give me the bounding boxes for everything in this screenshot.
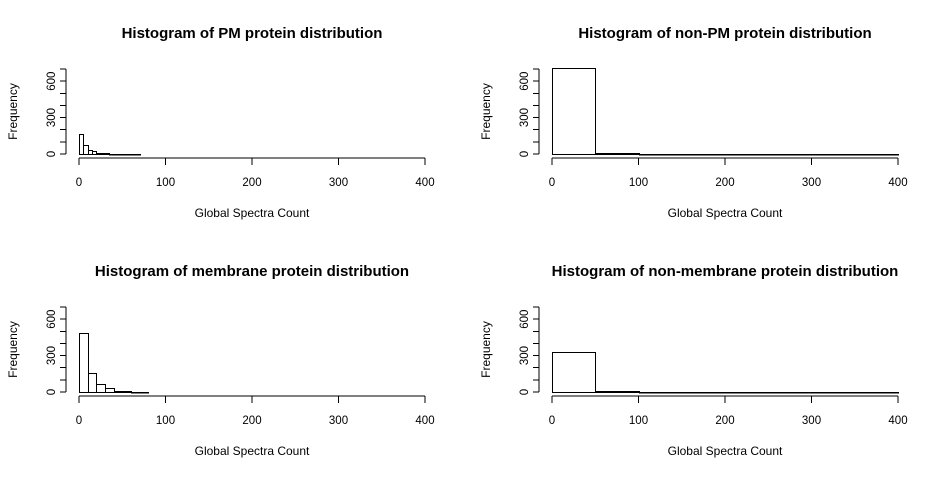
x-tick-label: 100 <box>629 177 648 189</box>
histogram-bar <box>101 153 106 155</box>
x-tick-label: 0 <box>549 415 555 427</box>
histogram-bar <box>92 151 97 155</box>
histogram-bar <box>552 352 596 393</box>
histogram-bar <box>118 154 123 156</box>
histogram-bar <box>83 145 89 155</box>
x-tick-label: 0 <box>76 177 82 189</box>
x-tick-label: 300 <box>329 415 348 427</box>
chart-title: Histogram of PM protein distribution <box>122 25 383 42</box>
x-tick-label: 100 <box>156 415 175 427</box>
histogram-bar <box>855 154 899 156</box>
histogram-bar <box>131 154 136 156</box>
y-tick-label: 0 <box>46 389 58 395</box>
y-axis-label: Frequency <box>479 83 493 140</box>
x-axis-label: Global Spectra Count <box>195 444 310 458</box>
histogram-bar <box>79 333 89 393</box>
y-tick-label: 0 <box>519 389 531 395</box>
histogram-bar <box>682 392 726 394</box>
histogram-bar <box>105 153 110 155</box>
x-axis-label: Global Spectra Count <box>668 206 783 220</box>
y-axis-label: Frequency <box>6 83 20 140</box>
histogram-bar <box>682 154 726 156</box>
x-tick-label: 400 <box>888 177 907 189</box>
histogram-bar <box>725 154 769 156</box>
x-tick-label: 300 <box>802 177 821 189</box>
x-tick-label: 200 <box>715 177 734 189</box>
histogram-bar <box>122 391 132 393</box>
y-axis-label: Frequency <box>6 321 20 378</box>
y-tick-label: 300 <box>519 108 531 127</box>
x-tick-label: 400 <box>888 415 907 427</box>
histogram-bar <box>812 154 856 156</box>
y-tick-label: 0 <box>46 151 58 157</box>
x-tick-label: 100 <box>156 177 175 189</box>
histogram-bar <box>79 134 84 155</box>
histogram-bar <box>109 154 115 156</box>
y-tick-label: 600 <box>519 310 531 329</box>
histogram-bar <box>140 392 149 394</box>
x-tick-label: 400 <box>415 415 434 427</box>
histogram-bar <box>768 392 813 394</box>
histogram-bar <box>114 154 119 156</box>
histogram-bar <box>88 373 97 393</box>
x-tick-label: 200 <box>242 177 261 189</box>
histogram-panel-1: Histogram of PM protein distribution 0 100… <box>6 25 434 220</box>
histogram-bar <box>552 68 596 155</box>
histogram-bar <box>96 384 106 393</box>
y-tick-label: 300 <box>46 346 58 365</box>
x-tick-label: 200 <box>715 415 734 427</box>
histogram-panel-4: Histogram of non-membrane protein distri… <box>479 263 907 458</box>
chart-title: Histogram of non-PM protein distribution <box>578 25 871 42</box>
histogram-bar <box>88 150 93 155</box>
x-tick-label: 0 <box>549 177 555 189</box>
histogram-bar <box>855 392 899 394</box>
x-tick-label: 300 <box>329 177 348 189</box>
y-tick-label: 300 <box>519 346 531 365</box>
y-tick-label: 600 <box>46 310 58 329</box>
histogram-bar <box>595 153 640 155</box>
histogram-bar <box>812 392 856 394</box>
histogram-bar <box>122 154 128 156</box>
y-tick-label: 600 <box>46 72 58 91</box>
x-tick-label: 100 <box>629 415 648 427</box>
x-axis-label: Global Spectra Count <box>195 206 310 220</box>
histogram-bar <box>127 154 132 156</box>
x-tick-label: 400 <box>415 177 434 189</box>
x-axis-label: Global Spectra Count <box>668 444 783 458</box>
y-axis-label: Frequency <box>479 321 493 378</box>
histogram-bar <box>768 154 813 156</box>
histogram-bar <box>135 154 141 156</box>
histogram-bar <box>595 391 640 393</box>
histogram-panel-2: Histogram of non-PM protein distribution… <box>479 25 907 220</box>
histogram-bar <box>639 392 683 394</box>
y-tick-label: 600 <box>519 72 531 91</box>
y-tick-label: 300 <box>46 108 58 127</box>
y-tick-label: 0 <box>519 151 531 157</box>
chart-title: Histogram of membrane protein distributi… <box>95 263 409 280</box>
histogram-bar <box>105 388 115 393</box>
x-tick-label: 200 <box>242 415 261 427</box>
histogram-bar <box>114 391 123 393</box>
histogram-bar <box>725 392 769 394</box>
histogram-bar <box>131 392 141 394</box>
histogram-bar <box>96 153 102 155</box>
chart-title: Histogram of non-membrane protein distri… <box>552 263 899 280</box>
x-tick-label: 300 <box>802 415 821 427</box>
x-tick-label: 0 <box>76 415 82 427</box>
histogram-bar <box>639 154 683 156</box>
histogram-panel-3: Histogram of membrane protein distributi… <box>6 263 434 458</box>
